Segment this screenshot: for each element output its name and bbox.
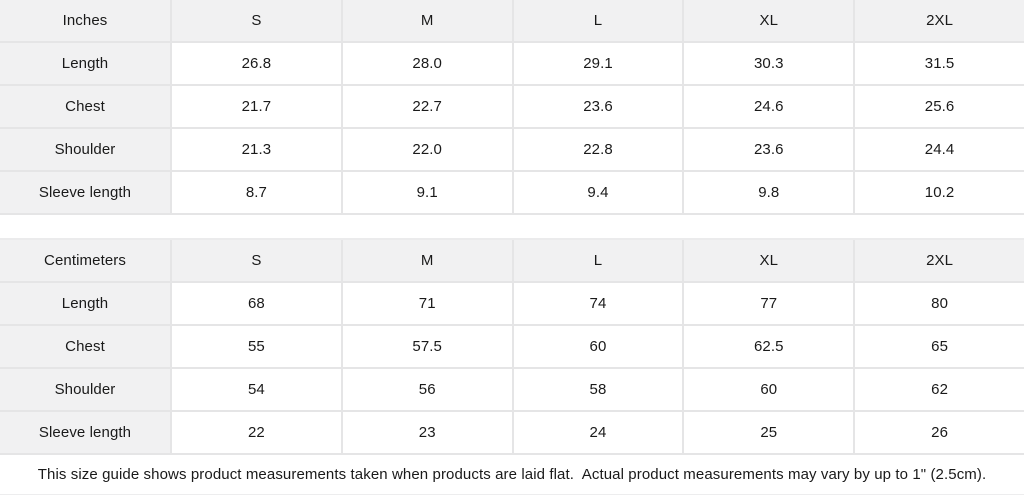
inches-measurement-label-cell: Shoulder xyxy=(0,129,170,170)
inches-unit-header-cell: Inches xyxy=(0,0,170,41)
centimeters-value-cell: 74 xyxy=(513,283,683,324)
centimeters-value-cell: 54 xyxy=(172,369,341,410)
inches-value-cell: 25.6 xyxy=(855,86,1024,127)
centimeters-size-header-cell: M xyxy=(342,240,512,281)
centimeters-value-cell: 71 xyxy=(342,283,512,324)
centimeters-value-cell: 22 xyxy=(172,412,341,453)
inches-value-cell: 22.0 xyxy=(342,129,512,170)
inches-value-cell: 21.3 xyxy=(172,129,341,170)
centimeters-value-cell: 23 xyxy=(342,412,512,453)
centimeters-value-cell: 68 xyxy=(172,283,341,324)
inches-value-cell: 28.0 xyxy=(342,43,512,84)
centimeters-value-cell: 25 xyxy=(684,412,854,453)
centimeters-value-cell: 62 xyxy=(855,369,1024,410)
centimeters-value-cell: 60 xyxy=(684,369,854,410)
inches-value-cell: 10.2 xyxy=(855,172,1024,213)
inches-value-cell: 9.4 xyxy=(513,172,683,213)
centimeters-size-header-cell: 2XL xyxy=(855,240,1024,281)
inches-table: Inches S M L XL 2XL Length 26.8 28.0 29.1 30.3 31.5… xyxy=(0,0,1024,213)
inches-value-cell: 22.7 xyxy=(342,86,512,127)
inches-value-cell: 9.1 xyxy=(342,172,512,213)
centimeters-size-header-cell: S xyxy=(172,240,341,281)
inches-value-cell: 9.8 xyxy=(684,172,854,213)
centimeters-unit-header-cell: Centimeters xyxy=(0,240,170,281)
inches-value-cell: 8.7 xyxy=(172,172,341,213)
centimeters-value-cell: 24 xyxy=(513,412,683,453)
inches-value-cell: 23.6 xyxy=(513,86,683,127)
centimeters-value-cell: 62.5 xyxy=(684,326,854,367)
inches-size-header-cell: S xyxy=(172,0,341,41)
table-gap xyxy=(0,213,1024,240)
centimeters-value-cell: 60 xyxy=(513,326,683,367)
inches-value-cell: 31.5 xyxy=(855,43,1024,84)
centimeters-value-cell: 57.5 xyxy=(342,326,512,367)
size-guide-note: This size guide shows product measuremen… xyxy=(0,453,1024,495)
centimeters-measurement-label-cell: Shoulder xyxy=(0,369,170,410)
inches-measurement-label-cell: Sleeve length xyxy=(0,172,170,213)
inches-size-header-cell: XL xyxy=(684,0,854,41)
centimeters-size-header-cell: XL xyxy=(684,240,854,281)
inches-value-cell: 24.4 xyxy=(855,129,1024,170)
centimeters-value-cell: 80 xyxy=(855,283,1024,324)
inches-size-header-cell: L xyxy=(513,0,683,41)
centimeters-value-cell: 77 xyxy=(684,283,854,324)
inches-measurement-label-cell: Chest xyxy=(0,86,170,127)
centimeters-size-header-cell: L xyxy=(513,240,683,281)
centimeters-measurement-label-cell: Sleeve length xyxy=(0,412,170,453)
inches-value-cell: 21.7 xyxy=(172,86,341,127)
inches-value-cell: 29.1 xyxy=(513,43,683,84)
centimeters-table: Centimeters S M L XL 2XL Length 68 71 74 77 80 Chest… xyxy=(0,240,1024,453)
centimeters-value-cell: 55 xyxy=(172,326,341,367)
centimeters-value-cell: 56 xyxy=(342,369,512,410)
inches-measurement-label-cell: Length xyxy=(0,43,170,84)
centimeters-measurement-label-cell: Chest xyxy=(0,326,170,367)
inches-size-header-cell: M xyxy=(342,0,512,41)
inches-value-cell: 23.6 xyxy=(684,129,854,170)
inches-value-cell: 26.8 xyxy=(172,43,341,84)
inches-value-cell: 30.3 xyxy=(684,43,854,84)
centimeters-value-cell: 26 xyxy=(855,412,1024,453)
centimeters-measurement-label-cell: Length xyxy=(0,283,170,324)
centimeters-value-cell: 58 xyxy=(513,369,683,410)
inches-size-header-cell: 2XL xyxy=(855,0,1024,41)
inches-value-cell: 22.8 xyxy=(513,129,683,170)
centimeters-value-cell: 65 xyxy=(855,326,1024,367)
inches-value-cell: 24.6 xyxy=(684,86,854,127)
